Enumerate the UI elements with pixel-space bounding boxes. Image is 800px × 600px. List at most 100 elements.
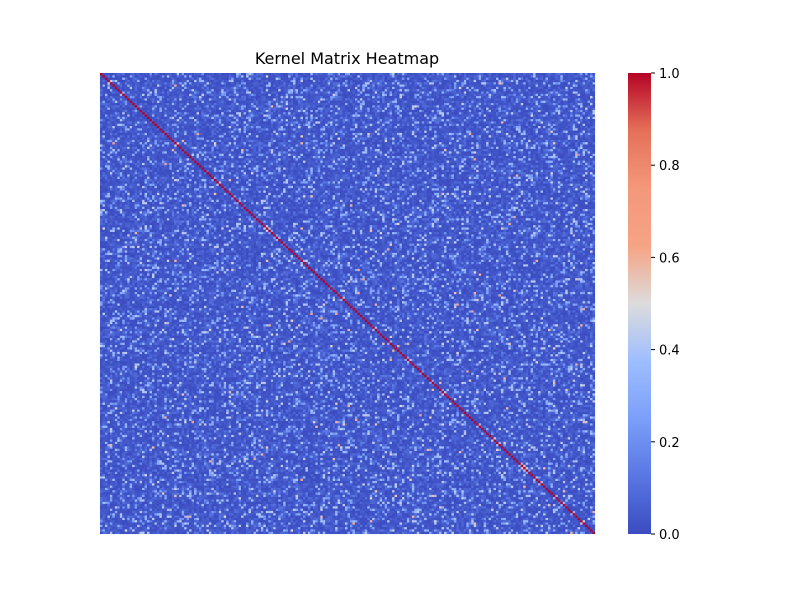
heatmap-cell — [197, 91, 200, 93]
heatmap-cell — [276, 103, 279, 105]
heatmap-cell-diagonal — [130, 101, 133, 103]
heatmap-cell — [110, 105, 113, 107]
heatmap-cell — [244, 73, 247, 75]
heatmap-cell — [585, 110, 588, 112]
heatmap-cell — [377, 91, 380, 93]
heatmap-cell — [469, 98, 472, 100]
heatmap-cell — [231, 110, 234, 112]
heatmap-cell — [224, 87, 227, 89]
heatmap-cell — [288, 98, 291, 100]
heatmap-cell — [565, 101, 568, 103]
heatmap-cell — [253, 101, 256, 103]
heatmap-cell — [315, 114, 318, 116]
heatmap-cell — [464, 87, 467, 89]
heatmap-cell — [221, 105, 224, 107]
heatmap-cell — [348, 117, 351, 119]
heatmap-cell — [427, 112, 430, 114]
heatmap-cell — [392, 87, 395, 89]
heatmap-cell — [523, 85, 526, 87]
heatmap-cell — [318, 73, 321, 75]
heatmap-cell — [546, 94, 549, 96]
heatmap-cell — [508, 124, 511, 126]
heatmap-cell — [345, 119, 348, 121]
heatmap-cell — [300, 114, 303, 116]
heatmap-cell — [553, 87, 556, 89]
heatmap-cell — [241, 87, 244, 89]
heatmap-cell — [157, 96, 160, 98]
heatmap-cell — [333, 110, 336, 112]
heatmap-cell — [385, 91, 388, 93]
heatmap-cell — [590, 105, 593, 107]
heatmap-cell — [437, 117, 440, 119]
heatmap-cell — [357, 75, 360, 77]
heatmap-cell — [241, 101, 244, 103]
heatmap-cell — [397, 73, 400, 75]
heatmap-cell — [105, 98, 108, 100]
heatmap-cell — [184, 87, 187, 89]
heatmap-cell — [249, 75, 252, 77]
heatmap-cell — [372, 98, 375, 100]
heatmap-cell — [122, 91, 125, 93]
heatmap-cell — [112, 117, 115, 119]
heatmap-cell — [412, 91, 415, 93]
heatmap-cell — [182, 124, 185, 126]
heatmap-cell — [253, 91, 256, 93]
heatmap-cell — [169, 112, 172, 114]
heatmap-cell — [479, 87, 482, 89]
heatmap-cell — [167, 101, 170, 103]
heatmap-cell — [338, 91, 341, 93]
heatmap-cell — [417, 75, 420, 77]
heatmap-cell — [370, 85, 373, 87]
heatmap-cell — [288, 114, 291, 116]
heatmap-cell — [390, 89, 393, 91]
heatmap-cell — [256, 114, 259, 116]
heatmap-cell — [122, 112, 125, 114]
heatmap-cell — [565, 80, 568, 82]
heatmap-cell — [553, 124, 556, 126]
heatmap-cell — [404, 94, 407, 96]
heatmap-cell — [489, 85, 492, 87]
heatmap-cell — [518, 110, 521, 112]
heatmap-cell — [469, 78, 472, 80]
heatmap-cell — [496, 73, 499, 75]
heatmap-cell — [578, 89, 581, 91]
heatmap-cell — [387, 117, 390, 119]
heatmap-cell — [518, 78, 521, 80]
heatmap-cell — [313, 108, 316, 110]
heatmap-cell — [231, 112, 234, 114]
heatmap-cell — [192, 105, 195, 107]
heatmap-cell — [271, 103, 274, 105]
heatmap-cell — [427, 124, 430, 126]
heatmap-cell — [392, 73, 395, 75]
heatmap-cell — [521, 103, 524, 105]
heatmap-cell — [333, 94, 336, 96]
heatmap-cell — [209, 78, 212, 80]
heatmap-cell — [395, 101, 398, 103]
heatmap-cell — [107, 73, 110, 75]
heatmap-cell — [261, 108, 264, 110]
heatmap-cell — [162, 73, 165, 75]
heatmap-cell — [125, 73, 128, 75]
heatmap-cell — [486, 85, 489, 87]
heatmap-cell — [580, 94, 583, 96]
heatmap-cell — [573, 96, 576, 98]
heatmap-cell — [226, 82, 229, 84]
heatmap-cell — [276, 108, 279, 110]
heatmap-cell — [469, 89, 472, 91]
heatmap-cell — [234, 75, 237, 77]
heatmap-cell — [231, 78, 234, 80]
heatmap-cell — [563, 75, 566, 77]
heatmap-cell — [125, 101, 128, 103]
heatmap-cell — [221, 96, 224, 98]
heatmap-cell — [352, 105, 355, 107]
heatmap-cell — [300, 119, 303, 121]
heatmap-cell — [125, 91, 128, 93]
heatmap-cell — [310, 103, 313, 105]
heatmap-cell — [382, 98, 385, 100]
heatmap-cell — [578, 98, 581, 100]
heatmap-cell — [536, 101, 539, 103]
heatmap-cell — [377, 124, 380, 126]
heatmap-cell — [486, 96, 489, 98]
heatmap-cell — [323, 105, 326, 107]
heatmap-cell — [508, 80, 511, 82]
